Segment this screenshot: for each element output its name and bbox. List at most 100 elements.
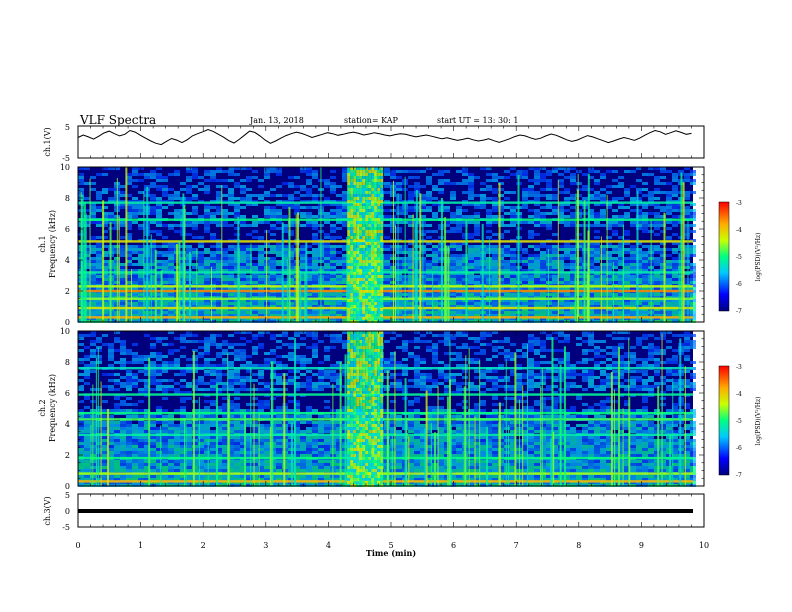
spectrogram-cell [474, 221, 480, 224]
spectrogram-cell [384, 296, 390, 299]
spectrogram-cell [102, 224, 108, 227]
spectrogram-cell [498, 194, 504, 197]
spectrogram-cell [504, 308, 510, 311]
spectrogram-cell [192, 302, 198, 305]
spectrogram-cell [486, 179, 492, 182]
burst-cell [356, 194, 360, 197]
burst-cell [350, 185, 354, 188]
spectrogram-cell [342, 287, 348, 290]
burst-cell [350, 224, 354, 227]
spectrogram-cell [300, 251, 306, 254]
burst-cell [380, 275, 384, 278]
burst-cell [356, 293, 360, 296]
spectrogram-cell [612, 296, 618, 299]
spectrogram-cell [432, 287, 438, 290]
spectrogram-cell [552, 254, 558, 257]
spectrogram-cell [240, 287, 246, 290]
spectrogram-cell [258, 293, 264, 296]
spectrogram-cell [324, 308, 330, 311]
spectrogram-cell [642, 302, 648, 305]
spectrogram-cell [624, 191, 630, 194]
spectrogram-cell [558, 257, 564, 260]
spectrogram-cell [186, 308, 192, 311]
spectrogram-cell [690, 203, 696, 206]
spectrogram-cell [282, 266, 288, 269]
spectrogram-cell [90, 203, 96, 206]
spectrogram-cell [330, 266, 336, 269]
spectrogram-cell [222, 224, 228, 227]
spectrogram-cell [156, 263, 162, 266]
burst-cell [356, 239, 360, 242]
spectrogram-cell [312, 257, 318, 260]
burst-cell [359, 200, 363, 203]
burst-cell [371, 191, 375, 194]
spectrogram-cell [204, 275, 210, 278]
spectrogram-cell [258, 302, 264, 305]
spectrogram-cell [156, 260, 162, 263]
burst-cell [377, 254, 381, 257]
spectrogram-cell [126, 236, 132, 239]
spectrogram-cell [660, 206, 666, 209]
spectrogram-cell [588, 176, 594, 179]
burst-cell [371, 239, 375, 242]
spectrogram-cell [204, 206, 210, 209]
spectrogram-cell [570, 266, 576, 269]
spectrogram-spike [81, 195, 84, 322]
spectrogram-cell [270, 266, 276, 269]
spectrogram-cell [198, 305, 204, 308]
spectrogram-cell [420, 203, 426, 206]
spectrogram-cell [498, 182, 504, 185]
spectrogram-cell [78, 430, 84, 433]
spectrogram-cell [78, 427, 84, 430]
spectrogram-cell [666, 278, 672, 281]
burst-cell [362, 293, 366, 296]
spectrogram-cell [636, 215, 642, 218]
spectrogram-cell [276, 185, 282, 188]
spectrogram-cell [648, 167, 654, 170]
spectrogram-cell [558, 305, 564, 308]
spectrogram-cell [78, 373, 84, 376]
spectrogram-cell [168, 308, 174, 311]
burst-cell [374, 275, 378, 278]
spectrogram-cell [390, 182, 396, 185]
spectrogram-spike [393, 180, 395, 322]
spectrogram-cell [192, 266, 198, 269]
burst-cell [353, 314, 357, 317]
spectrogram-cell [192, 194, 198, 197]
burst-cell [365, 215, 369, 218]
spectrogram-cell [270, 227, 276, 230]
spectrogram-cell [492, 260, 498, 263]
spectrogram-cell [474, 287, 480, 290]
spectrogram-cell [624, 248, 630, 251]
burst-cell [356, 317, 360, 320]
spectrogram-cell [666, 260, 672, 263]
spectrogram-cell [114, 167, 120, 170]
spectrogram-cell [576, 257, 582, 260]
spectrogram-cell [450, 248, 456, 251]
spectrogram-cell [168, 266, 174, 269]
spectrogram-cell [210, 179, 216, 182]
burst-cell [377, 242, 381, 245]
spectrogram-cell [444, 182, 450, 185]
spectrogram-cell [90, 299, 96, 302]
spectrogram-cell [240, 179, 246, 182]
spectrogram-cell [630, 254, 636, 257]
spectrogram-cell [228, 281, 234, 284]
spectrogram-cell [234, 269, 240, 272]
spectrogram-cell [138, 254, 144, 257]
spectrogram-cell [96, 209, 102, 212]
spectrogram-cell [606, 305, 612, 308]
spectrogram-cell [690, 251, 696, 254]
spectrogram-cell [276, 212, 282, 215]
spectrogram-cell [390, 224, 396, 227]
burst-cell [380, 170, 384, 173]
spectrogram-cell [84, 382, 90, 385]
spectrogram-cell [228, 302, 234, 305]
spectrogram-spike [305, 242, 308, 322]
burst-cell [362, 263, 366, 266]
spectrogram-cell [330, 275, 336, 278]
spectrogram-cell [486, 296, 492, 299]
burst-cell [347, 182, 351, 185]
spectrogram-cell [630, 251, 636, 254]
burst-cell [350, 281, 354, 284]
